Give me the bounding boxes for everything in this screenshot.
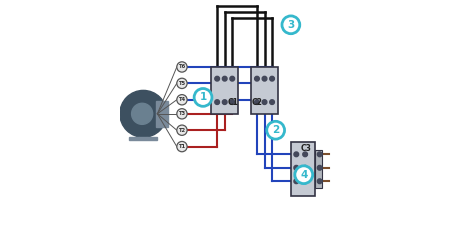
Circle shape xyxy=(303,165,308,170)
Circle shape xyxy=(215,76,219,81)
Circle shape xyxy=(177,78,187,89)
Circle shape xyxy=(255,76,259,81)
Text: 2: 2 xyxy=(272,125,279,135)
Circle shape xyxy=(132,103,153,124)
Circle shape xyxy=(255,100,259,105)
Circle shape xyxy=(177,109,187,119)
Text: T1: T1 xyxy=(178,144,186,149)
Circle shape xyxy=(230,100,235,105)
Text: T4: T4 xyxy=(178,97,185,102)
Text: T5: T5 xyxy=(178,81,185,86)
Circle shape xyxy=(270,76,274,81)
Circle shape xyxy=(177,62,187,72)
Bar xyxy=(251,67,278,114)
Circle shape xyxy=(317,152,322,157)
Circle shape xyxy=(294,179,299,184)
Circle shape xyxy=(222,100,227,105)
Circle shape xyxy=(317,179,322,184)
Circle shape xyxy=(230,76,235,81)
Circle shape xyxy=(294,152,299,157)
Bar xyxy=(211,67,238,114)
Circle shape xyxy=(303,152,308,157)
Text: C3: C3 xyxy=(301,144,311,153)
Text: 1: 1 xyxy=(200,92,207,102)
Circle shape xyxy=(194,89,212,106)
Text: 3: 3 xyxy=(287,20,294,30)
Text: T6: T6 xyxy=(178,64,186,69)
Text: T2: T2 xyxy=(178,128,185,133)
Circle shape xyxy=(282,16,300,34)
Circle shape xyxy=(120,90,167,137)
Text: T3: T3 xyxy=(178,111,185,116)
Circle shape xyxy=(294,165,299,170)
Text: 4: 4 xyxy=(300,170,308,180)
Circle shape xyxy=(222,76,227,81)
Circle shape xyxy=(303,179,308,184)
Bar xyxy=(129,137,157,140)
Text: C2: C2 xyxy=(252,98,263,107)
Circle shape xyxy=(317,165,322,170)
Circle shape xyxy=(267,121,284,139)
Bar xyxy=(156,101,168,127)
Circle shape xyxy=(177,125,187,135)
Circle shape xyxy=(215,100,219,105)
Circle shape xyxy=(262,76,267,81)
Circle shape xyxy=(270,100,274,105)
Bar xyxy=(291,142,316,196)
Text: C1: C1 xyxy=(228,98,239,107)
Circle shape xyxy=(295,166,313,184)
Circle shape xyxy=(177,95,187,105)
Bar xyxy=(316,150,322,188)
Circle shape xyxy=(177,141,187,152)
Circle shape xyxy=(262,100,267,105)
